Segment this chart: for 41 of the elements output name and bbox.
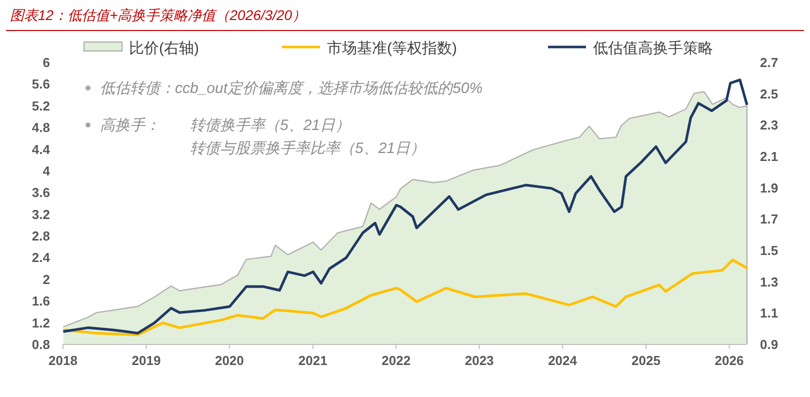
legend-label: 低估值高换手策略: [593, 40, 713, 57]
y-tick-label: 3.2: [32, 206, 50, 222]
y-tick-label: 5.2: [32, 98, 50, 114]
y2-tick-label: 2.7: [760, 55, 778, 70]
y2-tick-label: 1.9: [760, 180, 778, 196]
y-tick-label: 2.4: [32, 250, 51, 266]
annotation: 转债换手率（5、21日）: [190, 117, 350, 134]
legend-label: 比价(右轴): [129, 40, 199, 57]
x-tick-label: 2022: [382, 353, 411, 368]
x-tick-label: 2026: [714, 353, 744, 368]
annotation: 低估转债：ccb_out定价偏离度，选择市场低估较低的50%: [100, 80, 483, 97]
chart-title: 图表12：低估值+高换手策略净值（2026/3/20）: [10, 7, 306, 23]
y-tick-label: 6: [42, 55, 50, 70]
annotation: 高换手：: [100, 117, 160, 134]
y-tick-label: 5.6: [32, 76, 50, 92]
y-tick-label: 4: [42, 163, 51, 178]
x-tick-label: 2021: [298, 353, 328, 368]
legend-label: 市场基准(等权指数): [327, 40, 457, 57]
y2-tick-label: 1.1: [760, 306, 778, 321]
y2-tick-label: 1.3: [760, 274, 778, 290]
x-tick-label: 2019: [132, 353, 161, 368]
x-tick-label: 2023: [464, 353, 494, 368]
y-tick-label: 1.2: [32, 315, 50, 330]
y-tick-label: 2.8: [32, 228, 50, 244]
y-tick-label: 4.4: [32, 142, 51, 157]
y2-tick-label: 2.5: [760, 86, 778, 102]
x-tick-label: 2024: [548, 353, 578, 368]
x-tick-label: 2020: [214, 353, 244, 368]
y-tick-label: 1.6: [32, 294, 50, 309]
x-tick-label: 2018: [48, 353, 78, 368]
y-tick-label: 2: [42, 272, 50, 287]
y2-tick-label: 2.3: [760, 118, 778, 133]
y-tick-label: 4.8: [32, 120, 50, 136]
y2-tick-label: 2.1: [760, 149, 778, 164]
y2-tick-label: 1.7: [760, 212, 778, 227]
y-tick-label: 0.8: [32, 337, 50, 352]
y2-tick-label: 1.5: [760, 243, 778, 258]
y2-tick-label: 0.9: [760, 337, 778, 352]
y-tick-label: 3.6: [32, 185, 50, 200]
x-tick-label: 2025: [632, 353, 660, 368]
annotation: 转债与股票换手率比率（5、21日）: [190, 140, 426, 157]
